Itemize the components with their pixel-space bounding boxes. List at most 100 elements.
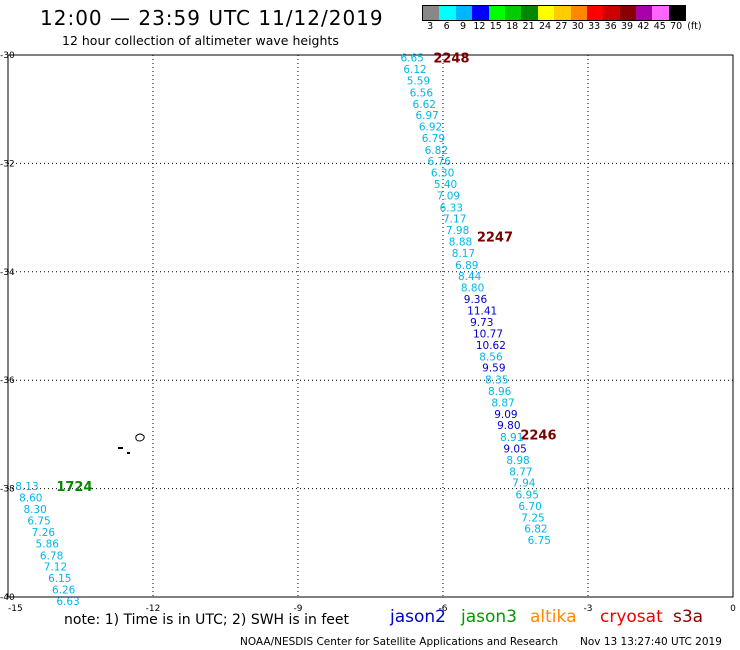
swh-value: 8.30 bbox=[23, 504, 46, 516]
swh-value: 8.91 bbox=[500, 432, 523, 444]
footer-note: note: 1) Time is in UTC; 2) SWH is in fe… bbox=[64, 612, 350, 628]
swh-value: 6.75 bbox=[528, 535, 551, 547]
swh-value: 6.95 bbox=[516, 490, 539, 502]
swh-value: 9.73 bbox=[470, 317, 493, 329]
swh-value: 8.77 bbox=[509, 466, 532, 478]
legend-swatch-18 bbox=[504, 6, 522, 20]
swh-value: 6.30 bbox=[431, 168, 454, 180]
swh-value: 6.70 bbox=[518, 501, 541, 513]
legend-label-70: 70 bbox=[670, 21, 683, 32]
swh-value: 5.40 bbox=[434, 179, 457, 191]
swh-value: 6.82 bbox=[524, 524, 547, 536]
pass-time-label: 2248 bbox=[433, 52, 469, 67]
map-subtitle: 12 hour collection of altimeter wave hei… bbox=[62, 33, 339, 48]
legend-label-9: 9 bbox=[459, 21, 467, 32]
legend-label-30: 30 bbox=[571, 21, 584, 32]
swh-value: 8.13 bbox=[15, 481, 38, 493]
legend-swatch-27 bbox=[554, 6, 571, 20]
lon-tick-label: -6 bbox=[439, 604, 448, 614]
swh-value: 9.09 bbox=[494, 409, 517, 421]
legend-label-18: 18 bbox=[506, 21, 519, 32]
legend-swatch-12 bbox=[472, 6, 489, 20]
swh-value: 8.88 bbox=[449, 236, 472, 248]
lat-tick-label: -30 bbox=[0, 51, 15, 61]
legend-swatch-33 bbox=[586, 6, 604, 20]
legend-swatch-30 bbox=[570, 6, 587, 20]
credit-line: NOAA/NESDIS Center for Satellite Applica… bbox=[240, 636, 558, 648]
swh-value: 6.63 bbox=[56, 596, 79, 608]
legend-swatch-45 bbox=[652, 6, 669, 20]
legend-swatch-15 bbox=[488, 6, 505, 20]
legend-label-45: 45 bbox=[653, 21, 666, 32]
pass-time-label: 1724 bbox=[56, 480, 92, 495]
legend-swatch-70 bbox=[668, 6, 686, 20]
swh-value: 8.35 bbox=[485, 375, 508, 387]
legend-label-42: 42 bbox=[637, 21, 650, 32]
legend-swatch-36 bbox=[603, 6, 620, 20]
legend-label-6: 6 bbox=[443, 21, 450, 32]
swh-value: 8.17 bbox=[452, 248, 475, 260]
swh-value: 8.98 bbox=[506, 455, 529, 467]
swh-value: 8.56 bbox=[479, 351, 503, 363]
satellite-label-s3a: s3a bbox=[673, 607, 704, 627]
swh-value: 6.56 bbox=[410, 87, 434, 99]
swh-value: 9.80 bbox=[497, 420, 520, 432]
swh-value: 9.59 bbox=[482, 363, 505, 375]
legend-swatch-24 bbox=[537, 6, 555, 20]
legend-swatch-42 bbox=[636, 6, 653, 20]
swh-value: 8.60 bbox=[19, 492, 42, 504]
satellite-label-cryosat: cryosat bbox=[600, 607, 663, 627]
swh-value: 5.86 bbox=[36, 538, 60, 550]
legend-label-33: 33 bbox=[588, 21, 601, 32]
pass-time-label: 2247 bbox=[477, 231, 513, 246]
swh-value: 6.15 bbox=[48, 573, 71, 585]
swh-value: 8.96 bbox=[488, 386, 512, 398]
legend-label-21: 21 bbox=[522, 21, 535, 32]
pass-time-label: 2246 bbox=[520, 428, 556, 443]
legend-swatch-9 bbox=[455, 6, 473, 20]
swh-value: 6.97 bbox=[415, 110, 438, 122]
legend-unit: (ft) bbox=[687, 21, 702, 32]
swh-value: 6.65 bbox=[400, 53, 423, 65]
legend-label-12: 12 bbox=[473, 21, 486, 32]
legend-label-3: 3 bbox=[427, 21, 434, 32]
swh-value: 10.62 bbox=[476, 340, 506, 352]
swh-value: 11.41 bbox=[467, 305, 497, 317]
legend-swatch-3 bbox=[423, 6, 440, 20]
island-outline bbox=[135, 433, 145, 442]
generated-timestamp: Nov 13 13:27:40 UTC 2019 bbox=[580, 636, 722, 648]
swh-value: 5.59 bbox=[407, 75, 430, 87]
swh-value: 7.09 bbox=[437, 190, 460, 202]
satellite-label-jason3: jason3 bbox=[461, 607, 517, 627]
legend-label-15: 15 bbox=[489, 21, 502, 32]
lon-tick-label: -15 bbox=[8, 604, 23, 614]
island-outline bbox=[118, 447, 123, 449]
swh-value: 6.82 bbox=[425, 145, 448, 157]
lon-tick-label: -9 bbox=[294, 604, 303, 614]
legend-label-36: 36 bbox=[604, 21, 617, 32]
lat-tick-label: -32 bbox=[0, 159, 15, 169]
lat-tick-label: -36 bbox=[0, 376, 15, 386]
lon-tick-label: -3 bbox=[584, 604, 593, 614]
satellite-label-altika: altika bbox=[530, 607, 577, 627]
swh-value: 7.25 bbox=[521, 512, 544, 524]
swh-value: 9.36 bbox=[464, 294, 488, 306]
map-title: 12:00 — 23:59 UTC 11/12/2019 bbox=[40, 6, 384, 30]
satellite-label-jason2: jason2 bbox=[390, 607, 446, 627]
swh-value: 6.33 bbox=[440, 202, 463, 214]
lat-tick-label: -34 bbox=[0, 268, 15, 278]
swh-value: 6.76 bbox=[428, 156, 452, 168]
swh-value: 7.98 bbox=[446, 225, 469, 237]
swh-value: 7.94 bbox=[512, 478, 536, 490]
swh-value: 9.05 bbox=[503, 443, 526, 455]
swh-value: 6.92 bbox=[419, 122, 442, 134]
swh-value: 6.12 bbox=[403, 64, 426, 76]
swh-value: 7.17 bbox=[443, 214, 466, 226]
swh-value: 6.62 bbox=[413, 99, 436, 111]
swh-value: 6.78 bbox=[40, 550, 63, 562]
lon-tick-label: -12 bbox=[146, 604, 161, 614]
legend-label-27: 27 bbox=[555, 21, 568, 32]
legend-label-24: 24 bbox=[538, 21, 552, 32]
swh-value: 8.80 bbox=[461, 283, 484, 295]
